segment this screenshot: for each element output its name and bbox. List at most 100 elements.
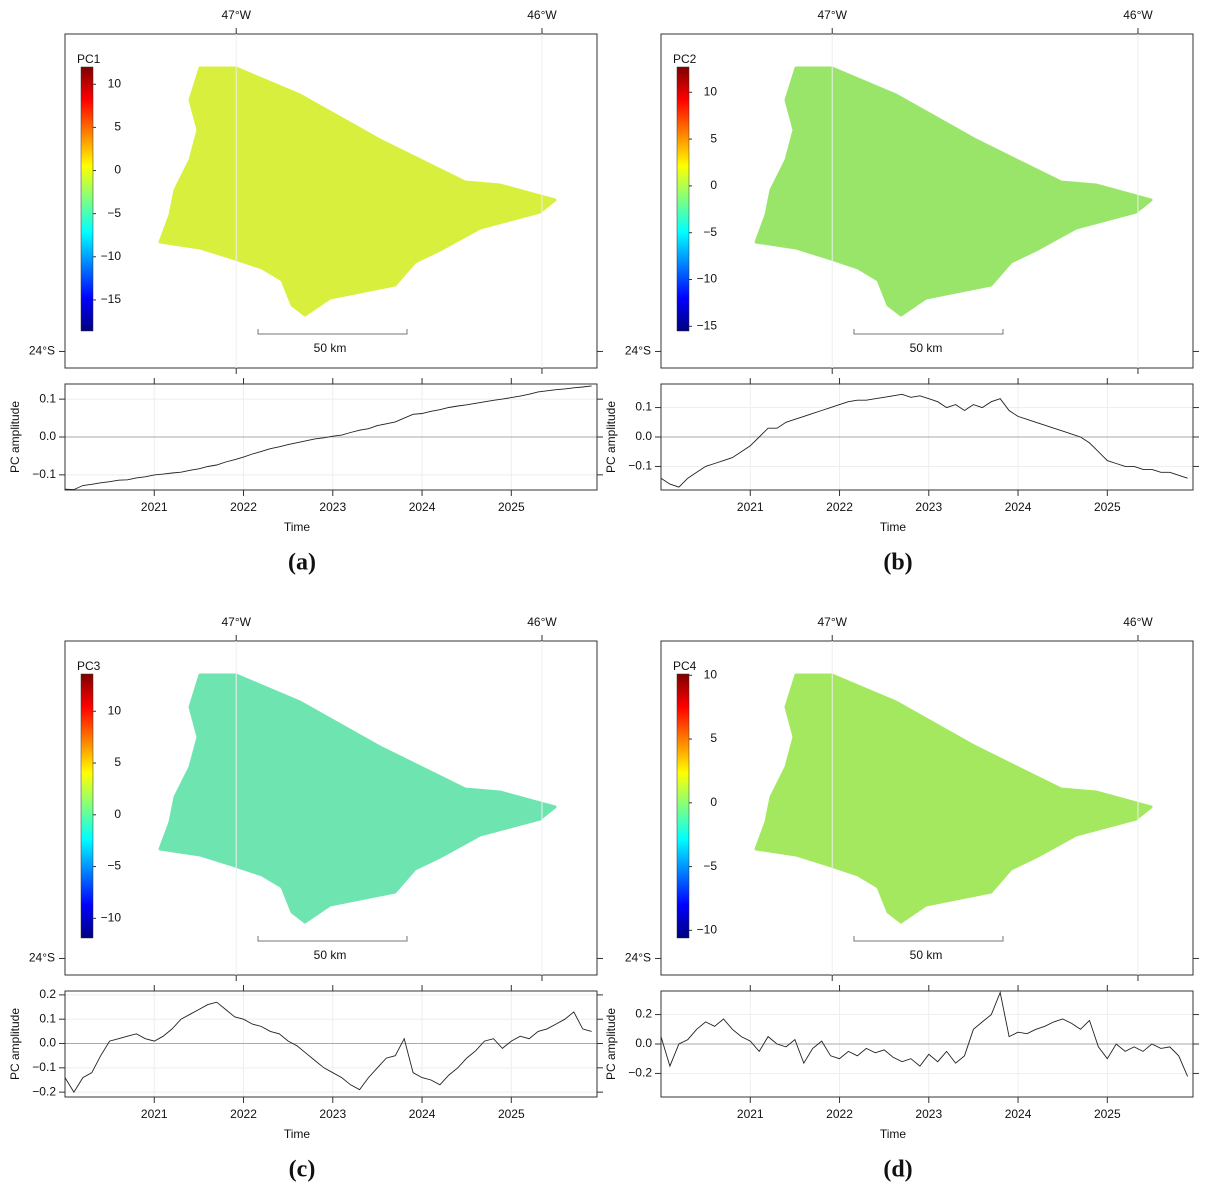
urban-area: [754, 66, 1153, 317]
x-axis-label: Time: [880, 1127, 907, 1141]
series-line: [64, 1001, 592, 1093]
colorbar-tick-label: 5: [710, 131, 717, 145]
panel-caption: (c): [289, 1157, 316, 1183]
colorbar-tick-label: 10: [704, 84, 718, 98]
x-tick-label: 2025: [498, 500, 525, 514]
colorbar-tick-label: −10: [697, 272, 718, 286]
colorbar-tick-label: −10: [101, 911, 122, 925]
urban-area: [158, 673, 557, 924]
x-tick-label: 2022: [230, 1107, 257, 1121]
scale-bar: [257, 936, 408, 942]
colorbar-label: PC3: [77, 659, 101, 673]
urban-area: [158, 66, 557, 317]
colorbar-tick-label: −5: [107, 859, 121, 873]
x-tick-label: 2021: [737, 1107, 764, 1121]
x-tick-label: 2024: [409, 500, 436, 514]
colorbar: [80, 673, 94, 939]
x-tick-label: 2025: [1094, 500, 1121, 514]
colorbar-tick-label: −15: [697, 318, 718, 332]
colorbar-tick-label: 10: [704, 667, 718, 681]
x-tick-label: 2023: [319, 500, 346, 514]
map-frame: [660, 640, 1194, 976]
x-tick-label: 47°W: [817, 615, 847, 629]
x-tick-label: 2023: [319, 1107, 346, 1121]
x-tick-label: 47°W: [817, 8, 847, 22]
x-tick-label: 2022: [826, 1107, 853, 1121]
panel-caption: (a): [288, 550, 316, 576]
series-line: [64, 385, 592, 491]
x-tick-label: 47°W: [221, 615, 251, 629]
scale-bar-label: 50 km: [910, 341, 943, 355]
colorbar-tick-label: −10: [697, 923, 718, 937]
colorbar-label: PC4: [673, 659, 697, 673]
colorbar-tick-label: −5: [107, 206, 121, 220]
x-tick-label: 2021: [737, 500, 764, 514]
y-tick-label: 0.1: [39, 1011, 56, 1025]
y-tick-label: −0.1: [628, 459, 652, 473]
x-tick-label: 46°W: [527, 8, 557, 22]
scale-bar-label: 50 km: [314, 341, 347, 355]
x-tick-label: 46°W: [1123, 8, 1153, 22]
y-axis-label: PC amplitude: [604, 1008, 618, 1080]
series-line: [660, 990, 1189, 1077]
x-tick-label: 2024: [1005, 1107, 1032, 1121]
y-tick-label: −0.2: [628, 1066, 652, 1080]
map-frame: [64, 640, 598, 976]
x-axis-label: Time: [284, 1127, 311, 1141]
colorbar: [676, 673, 690, 939]
y-tick-label: 24°S: [625, 951, 651, 965]
x-tick-label: 2023: [915, 500, 942, 514]
y-axis-label: PC amplitude: [8, 1008, 22, 1080]
x-axis-label: Time: [880, 520, 907, 534]
y-tick-label: −0.2: [32, 1084, 56, 1098]
colorbar-tick-label: 0: [710, 795, 717, 809]
y-tick-label: 0.1: [635, 400, 652, 414]
colorbar-tick-label: −10: [101, 249, 122, 263]
x-tick-label: 2024: [1005, 500, 1032, 514]
colorbar-tick-label: 0: [114, 807, 121, 821]
y-tick-label: 24°S: [29, 951, 55, 965]
colorbar: [676, 66, 690, 332]
colorbar-tick-label: 10: [108, 76, 122, 90]
scale-bar-label: 50 km: [910, 948, 943, 962]
x-tick-label: 46°W: [527, 615, 557, 629]
plot-frame: [64, 383, 598, 491]
colorbar-tick-label: 10: [108, 703, 122, 717]
y-tick-label: −0.1: [32, 467, 56, 481]
urban-area: [754, 673, 1153, 924]
series-line: [660, 393, 1188, 488]
y-axis-label: PC amplitude: [8, 401, 22, 473]
y-tick-label: 0.0: [39, 1036, 56, 1050]
x-axis-label: Time: [284, 520, 311, 534]
x-tick-label: 2021: [141, 500, 168, 514]
scale-bar: [853, 329, 1004, 335]
x-tick-label: 2022: [230, 500, 257, 514]
y-tick-label: 0.0: [635, 429, 652, 443]
plot-frame: [660, 383, 1194, 491]
y-tick-label: 0.0: [39, 429, 56, 443]
x-tick-label: 47°W: [221, 8, 251, 22]
panel-caption: (d): [883, 1157, 912, 1183]
colorbar: [80, 66, 94, 332]
map-frame: [64, 33, 598, 369]
colorbar-tick-label: −5: [703, 225, 717, 239]
x-tick-label: 46°W: [1123, 615, 1153, 629]
scale-bar: [853, 936, 1004, 942]
colorbar-label: PC1: [77, 52, 101, 66]
map-frame: [660, 33, 1194, 369]
x-tick-label: 2025: [498, 1107, 525, 1121]
x-tick-label: 2022: [826, 500, 853, 514]
y-tick-label: 0.2: [39, 987, 56, 1001]
y-tick-label: −0.1: [32, 1060, 56, 1074]
colorbar-tick-label: −5: [703, 859, 717, 873]
colorbar-tick-label: 5: [710, 731, 717, 745]
plot-frame: [660, 990, 1194, 1098]
plot-frame: [64, 990, 598, 1098]
x-tick-label: 2024: [409, 1107, 436, 1121]
colorbar-tick-label: −15: [101, 292, 122, 306]
x-tick-label: 2023: [915, 1107, 942, 1121]
colorbar-label: PC2: [673, 52, 697, 66]
colorbar-tick-label: 5: [114, 755, 121, 769]
panel-caption: (b): [883, 550, 912, 576]
